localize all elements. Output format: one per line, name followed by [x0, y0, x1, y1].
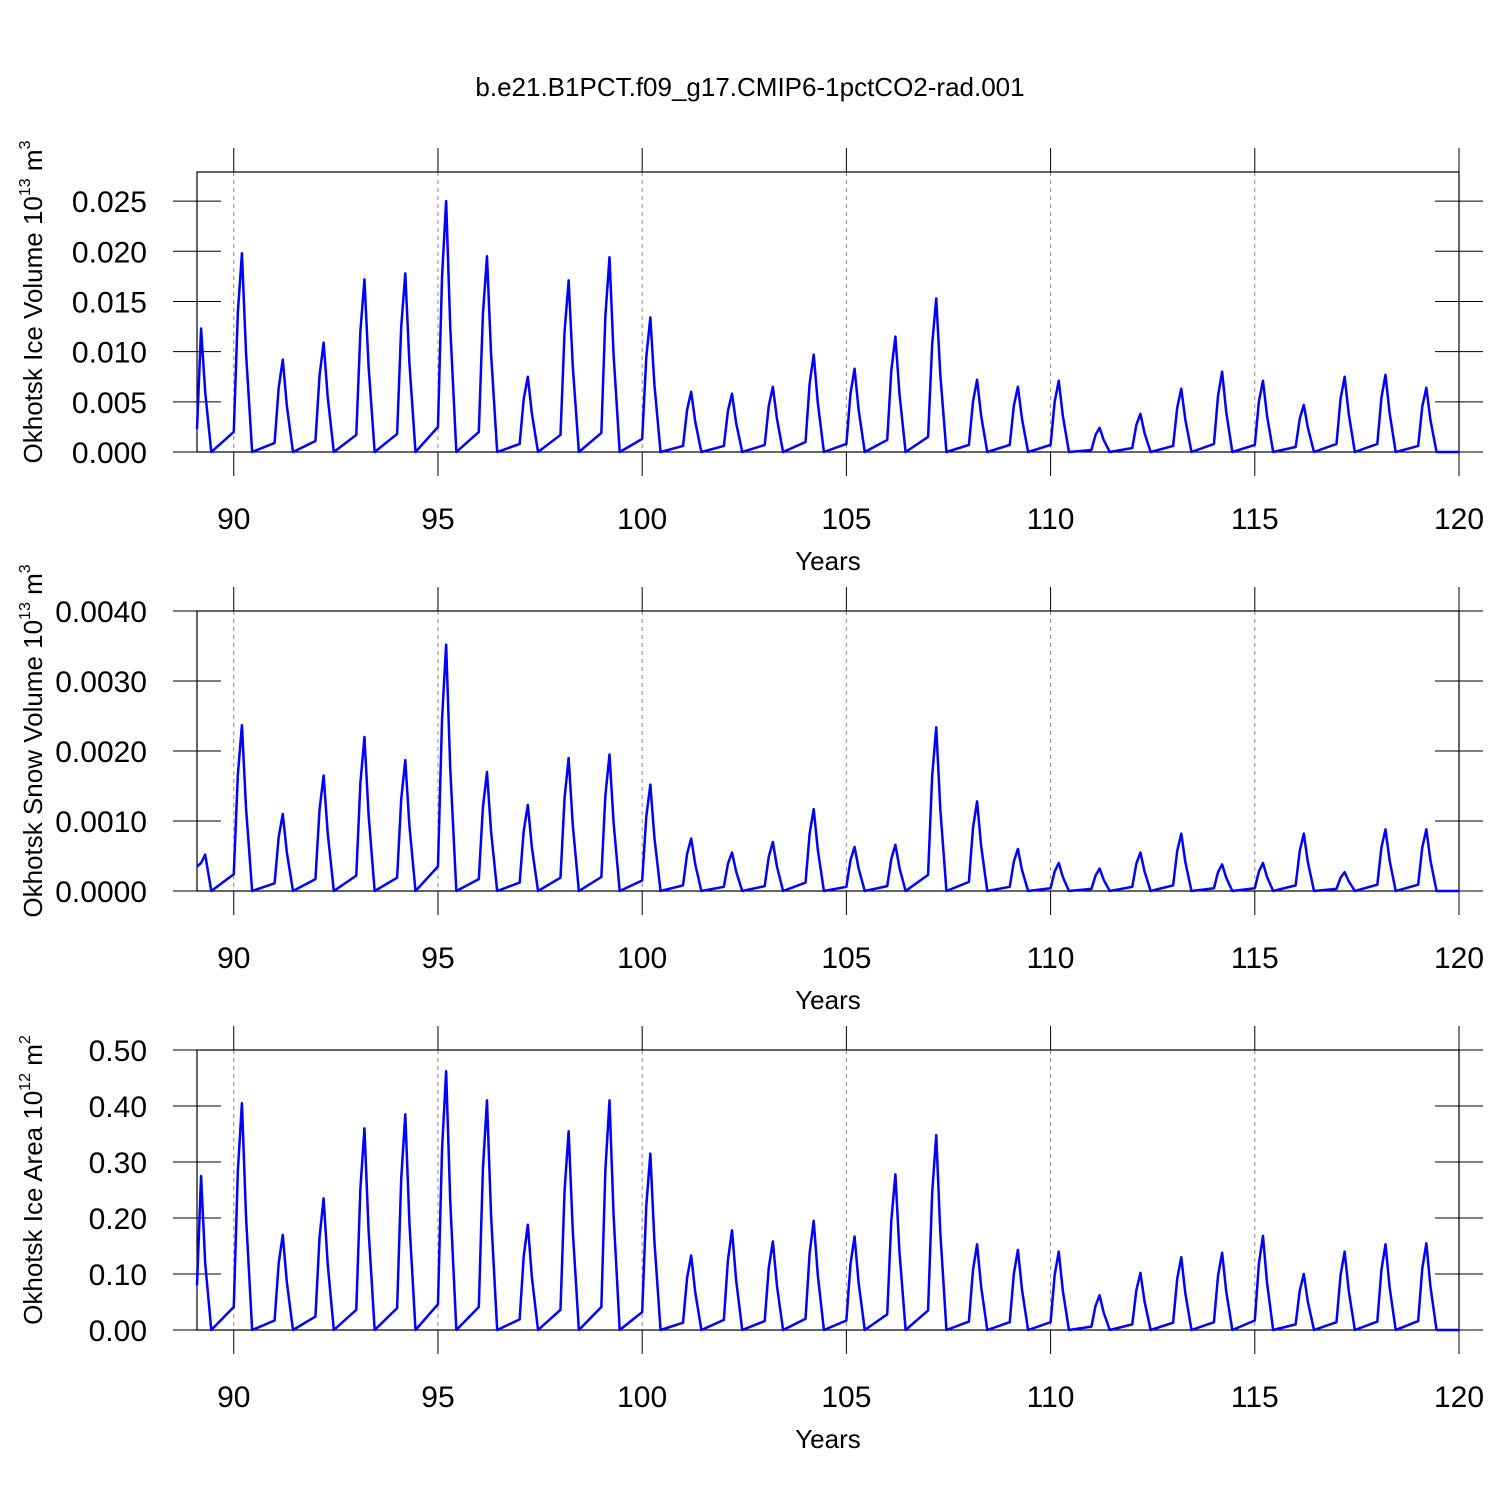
- x-axis-title: Years: [795, 546, 861, 576]
- y-axis-title-unit: m: [18, 149, 48, 178]
- x-tick-label: 100: [617, 503, 667, 536]
- x-axis-title: Years: [795, 985, 861, 1015]
- chart-title: b.e21.B1PCT.f09_g17.CMIP6-1pctCO2-rad.00…: [475, 72, 1024, 102]
- y-tick-label: 0.0000: [55, 876, 147, 909]
- y-axis-title: Okhotsk Ice Area 1012 m2: [17, 1035, 48, 1325]
- x-tick-label: 115: [1231, 942, 1279, 975]
- y-axis-title-unit-power: 3: [17, 140, 34, 149]
- x-tick-label: 105: [821, 942, 871, 975]
- plot-frame: [196, 610, 1460, 892]
- x-tick-label: 90: [217, 942, 250, 975]
- y-tick-label: 0.30: [89, 1147, 147, 1180]
- x-tick-label: 95: [421, 942, 454, 975]
- y-axis-title-text: Okhotsk Ice Volume 10: [18, 196, 48, 463]
- y-tick-label: 0.0040: [55, 596, 147, 629]
- y-axis-title-exponent: 13: [17, 178, 34, 196]
- x-tick-label: 120: [1434, 503, 1484, 536]
- x-tick-label: 105: [821, 1381, 871, 1414]
- y-tick-label: 0.00: [89, 1315, 147, 1348]
- y-tick-label: 0.0010: [55, 806, 147, 839]
- y-tick-label: 0.40: [89, 1091, 147, 1124]
- y-tick-label: 0.020: [72, 236, 147, 269]
- data-line: [195, 1070, 1459, 1332]
- x-tick-label: 115: [1231, 503, 1279, 536]
- x-tick-label: 100: [617, 942, 667, 975]
- x-tick-label: 120: [1434, 1381, 1484, 1414]
- y-axis-title: Okhotsk Snow Volume 1013 m3: [17, 564, 48, 917]
- y-tick-label: 0.000: [72, 437, 147, 470]
- x-tick-label: 95: [421, 1381, 454, 1414]
- plot-frame: [196, 171, 1460, 453]
- y-tick-label: 0.10: [89, 1259, 147, 1292]
- y-axis-title-exponent: 13: [17, 602, 34, 620]
- y-tick-label: 0.005: [72, 387, 147, 420]
- y-tick-label: 0.0030: [55, 666, 147, 699]
- x-tick-label: 120: [1434, 942, 1484, 975]
- data-line: [195, 199, 1459, 454]
- x-tick-label: 110: [1027, 503, 1075, 536]
- plot-frame: [196, 1049, 1460, 1331]
- x-tick-label: 115: [1231, 1381, 1279, 1414]
- x-tick-label: 100: [617, 1381, 667, 1414]
- x-tick-label: 90: [217, 1381, 250, 1414]
- x-tick-label: 105: [821, 503, 871, 536]
- y-axis-title-exponent: 12: [17, 1073, 34, 1091]
- x-axis-title: Years: [795, 1424, 861, 1454]
- y-axis-title-text: Okhotsk Snow Volume 10: [18, 620, 48, 918]
- y-tick-label: 0.015: [72, 286, 147, 319]
- y-axis-title-unit: m: [18, 1044, 48, 1073]
- y-axis-title-unit-power: 3: [17, 564, 34, 573]
- x-tick-label: 110: [1027, 1381, 1075, 1414]
- x-tick-label: 110: [1027, 942, 1075, 975]
- y-tick-label: 0.0020: [55, 736, 147, 769]
- y-axis-title: Okhotsk Ice Volume 1013 m3: [17, 140, 48, 463]
- y-tick-label: 0.010: [72, 337, 147, 370]
- y-axis-title-unit: m: [18, 573, 48, 602]
- y-axis-title-unit-power: 2: [17, 1035, 34, 1044]
- y-tick-label: 0.20: [89, 1203, 147, 1236]
- y-tick-label: 0.025: [72, 186, 147, 219]
- y-tick-label: 0.50: [89, 1035, 147, 1068]
- data-line: [196, 643, 1459, 893]
- x-tick-label: 90: [217, 503, 250, 536]
- y-axis-title-text: Okhotsk Ice Area 10: [18, 1091, 48, 1325]
- x-tick-label: 95: [421, 503, 454, 536]
